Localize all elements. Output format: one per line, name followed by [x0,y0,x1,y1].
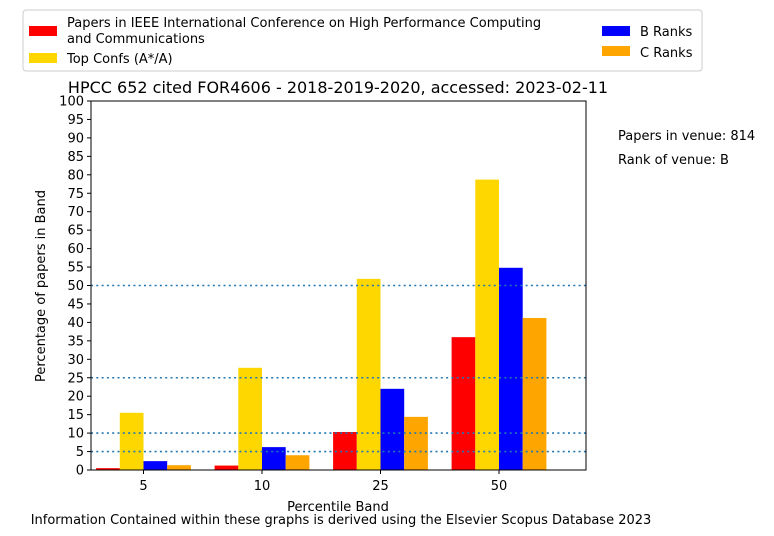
y-tick-label: 20 [67,390,84,405]
bar [522,317,547,470]
bar [214,465,239,470]
legend-swatch-top-confs [29,53,57,63]
bar [356,278,381,470]
y-tick-label: 55 [67,261,84,276]
bar [333,431,357,470]
legend-frame [22,9,703,72]
y-tick-label: 0 [76,464,84,479]
y-tick-label: 40 [67,316,84,331]
rank-of-venue: Rank of venue: B [618,153,729,168]
legend: Papers in IEEE International Conference … [22,9,703,72]
footer-note: Information Contained within these graph… [31,513,652,528]
papers-in-venue: Papers in venue: 814 [618,129,755,144]
chart-title: HPCC 652 cited FOR4606 - 2018-2019-2020,… [68,78,608,97]
bar [96,468,120,470]
legend-label-venue-line1: Papers in IEEE International Conference … [67,16,541,31]
legend-label-c-ranks: C Ranks [640,46,693,61]
legend-swatch-c-ranks [602,46,630,56]
bar [285,455,310,470]
legend-label-top-confs: Top Confs (A*/A) [66,52,173,67]
y-tick-label: 100 [59,95,84,110]
y-tick-label: 85 [67,150,84,165]
y-tick-label: 95 [67,113,84,128]
bar [119,412,144,470]
bar [143,461,168,470]
legend-swatch-venue [29,26,57,36]
plot-frame [90,100,587,471]
x-tick-label: 5 [139,479,147,494]
y-tick-label: 75 [67,187,84,202]
legend-swatch-b-ranks [602,26,630,36]
y-tick-label: 15 [67,408,84,423]
y-tick-label: 60 [67,242,84,257]
x-tick-label: 50 [491,479,508,494]
bar [451,337,476,470]
bar [404,416,428,470]
legend-label-b-ranks: B Ranks [640,25,693,40]
y-tick-label: 50 [67,279,84,294]
bar [167,465,191,470]
bar [238,367,262,470]
y-tick-label: 30 [67,353,84,368]
legend-label-venue-line2: and Communications [67,32,205,47]
bar [475,179,499,470]
y-tick-label: 80 [67,168,84,183]
x-tick-label: 10 [254,479,271,494]
plot-area: 5 10 25 50 0 5 10 15 20 25 30 35 40 45 50 55 60 65 70 75 80 8… [59,95,587,494]
y-tick-label: 35 [67,334,84,349]
x-tick-label: 25 [372,479,389,494]
y-tick-label: 70 [67,205,84,220]
y-tick-label: 45 [67,297,84,312]
y-tick-label: 90 [67,131,84,146]
bar [499,267,523,470]
y-tick-label: 5 [76,445,84,460]
y-axis-label: Percentage of papers in Band [34,190,49,382]
x-axis-label: Percentile Band [287,500,389,515]
y-tick-label: 10 [67,427,84,442]
bar [380,388,405,470]
y-tick-label: 65 [67,224,84,239]
bar [262,447,286,470]
y-tick-label: 25 [67,371,84,386]
